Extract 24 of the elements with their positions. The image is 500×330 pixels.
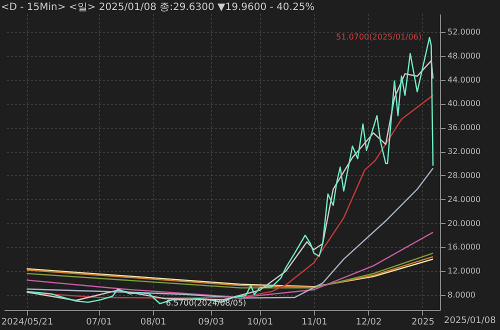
chart-title: <D - 15Min> <일> 2025/01/08 종:29.6300 ▼19.9600 - 40.25% bbox=[0, 2, 315, 13]
x-tick-label: 12/02 bbox=[356, 318, 382, 328]
y-tick-label: 40.0000 bbox=[448, 99, 481, 108]
text: 2025/01/08 bbox=[444, 316, 496, 326]
y-tick-label: 28.0000 bbox=[448, 170, 481, 180]
y-tick-label: 48.0000 bbox=[448, 51, 481, 60]
y-tick-label: 8.0000 bbox=[448, 290, 476, 300]
y-tick-label: 52.0000 bbox=[448, 27, 481, 36]
y-tick-label: 36.0000 bbox=[448, 123, 481, 132]
x-tick-label: 10/01 bbox=[247, 318, 274, 328]
x-tick-label: 11/01 bbox=[301, 318, 328, 328]
x-tick-label: 09/03 bbox=[198, 318, 224, 328]
y-tick-label: 16.0000 bbox=[448, 242, 481, 252]
y-tick-label: 32.0000 bbox=[448, 147, 481, 156]
annotation: 51.0700(2025/01/06) bbox=[336, 32, 422, 42]
y-tick-label: 24.0000 bbox=[448, 194, 481, 204]
y-tick-label: 44.0000 bbox=[448, 75, 481, 84]
annotation: 6.5700(2024/08/05) bbox=[166, 298, 246, 308]
y-tick-label: 20.0000 bbox=[448, 218, 481, 228]
x-tick-label: 2024/05/21 bbox=[1, 318, 54, 328]
x-tick-label: 2025 bbox=[412, 318, 434, 328]
x-tick-label: 08/01 bbox=[140, 318, 166, 328]
x-tick-label: 07/01 bbox=[86, 318, 112, 328]
y-tick-label: 12.0000 bbox=[448, 266, 481, 276]
